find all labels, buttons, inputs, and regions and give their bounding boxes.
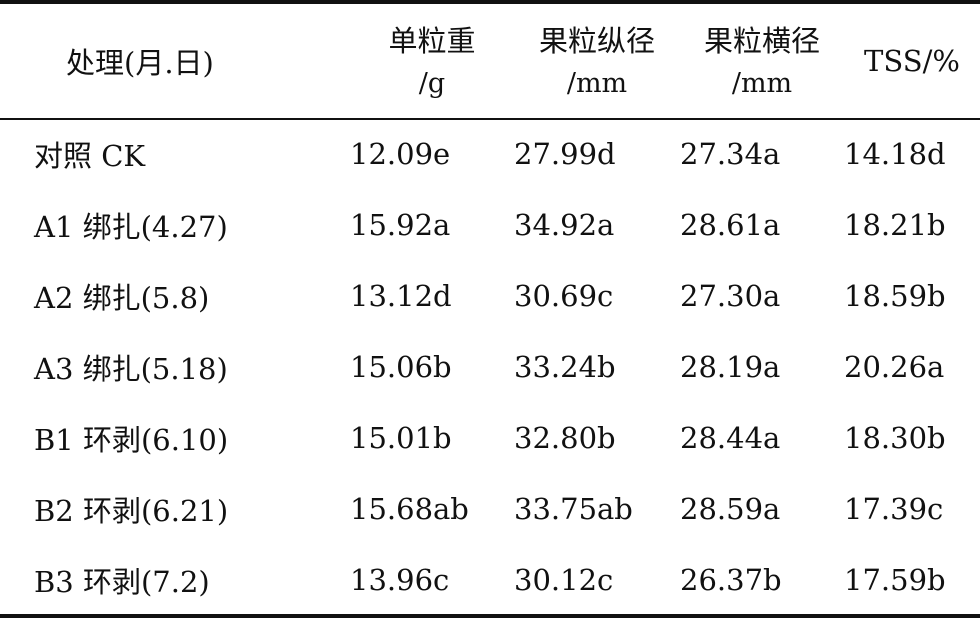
table-cell: 13.96c [350,562,450,597]
table-cell: 18.21b [844,207,946,242]
table-row: B1 环剥(6.10) 15.01b 32.80b 28.44a 18.30b [0,402,980,473]
table-cell: 34.92a [514,207,615,242]
table-cell: 27.30a [680,278,781,313]
table-row: B3 环剥(7.2) 13.96c 30.12c 26.37b 17.59b [0,544,980,615]
table-cell: 18.59b [844,278,946,313]
table-cell: 28.61a [680,207,781,242]
table-row: 对照 CK 12.09e 27.99d 27.34a 14.18d [0,118,980,189]
header-cell: TSS/% [844,4,980,118]
table-cell: 26.37b [680,562,782,597]
table-cell: 30.12c [514,562,614,597]
table-row: A1 绑扎(4.27) 15.92a 34.92a 28.61a 18.21b [0,189,980,260]
table-cell: 28.19a [680,349,781,384]
header-cell: 处理(月.日) [0,4,350,118]
table-cell: A3 绑扎(5.18) [34,351,228,386]
table-cell: 28.44a [680,420,781,455]
table-cell: 15.92a [350,207,451,242]
header-text: 单粒重 [388,24,476,58]
table-cell: 13.12d [350,278,452,313]
table-row: A2 绑扎(5.8) 13.12d 30.69c 27.30a 18.59b [0,260,980,331]
table-cell: 17.59b [844,562,946,597]
table-cell: 15.01b [350,420,452,455]
table-cell: 28.59a [680,491,781,526]
table-cell: 对照 CK [34,138,146,173]
bottom-rule [0,614,980,618]
table-cell: A2 绑扎(5.8) [34,280,210,315]
table-cell: 14.18d [844,136,946,171]
header-row: 处理(月.日) 单粒重/g 果粒纵径/mm 果粒横径/mm TSS/% [0,4,980,118]
table-cell: A1 绑扎(4.27) [34,209,228,244]
table-cell: 32.80b [514,420,616,455]
table-cell: 33.24b [514,349,616,384]
header-text: /mm [731,68,793,99]
header-text: /mm [566,68,628,99]
header-cell: 单粒重/g [350,4,514,118]
table-cell: 30.69c [514,278,614,313]
table: 处理(月.日) 单粒重/g 果粒纵径/mm 果粒横径/mm TSS/% 对照 CK 12.… [0,4,980,615]
table-body: 对照 CK 12.09e 27.99d 27.34a 14.18d A1 绑扎(4.27)… [0,118,980,615]
header-text: 果粒纵径 [538,24,655,58]
header-text: TSS/% [864,44,960,78]
header-cell: 果粒横径/mm [680,4,844,118]
table-row: A3 绑扎(5.18) 15.06b 33.24b 28.19a 20.26a [0,331,980,402]
table-cell: 20.26a [844,349,945,384]
table-cell: 15.06b [350,349,452,384]
header-cell: 果粒纵径/mm [514,4,680,118]
table-row: B2 环剥(6.21) 15.68ab 33.75ab 28.59a 17.39c [0,473,980,544]
table-cell: B3 环剥(7.2) [34,564,210,599]
table-cell: 27.34a [680,136,781,171]
table-cell: 18.30b [844,420,946,455]
table-cell: B2 环剥(6.21) [34,493,229,528]
table-cell: B1 环剥(6.10) [34,422,229,457]
header-text: 处理(月.日) [66,46,214,80]
table-cell: 33.75ab [514,491,633,526]
table-cell: 15.68ab [350,491,469,526]
top-rule [0,0,980,4]
header-rule [0,118,980,120]
table-cell: 27.99d [514,136,616,171]
header-text: 果粒横径 [703,24,820,58]
table-cell: 17.39c [844,491,944,526]
table-cell: 12.09e [350,136,451,171]
header-text: /g [418,68,446,99]
